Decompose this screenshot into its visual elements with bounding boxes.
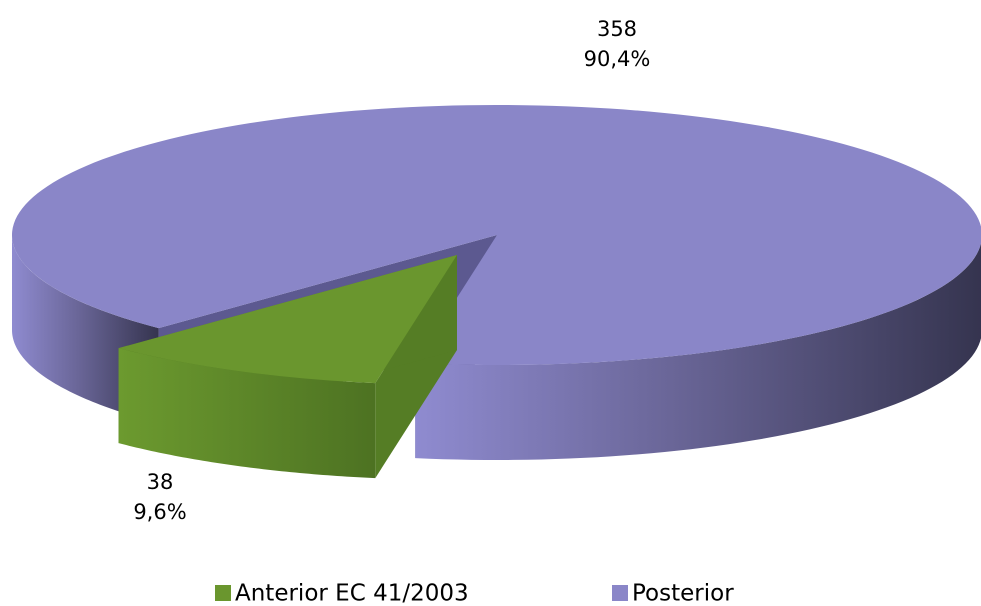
legend-swatch [612,585,628,601]
data-label: 38 [147,470,174,494]
legend-label: Anterior EC 41/2003 [235,581,469,606]
percent-label: 9,6% [133,500,186,524]
slice [12,104,981,365]
data-label: 358 [597,17,637,41]
percent-label: 90,4% [584,47,651,71]
slice-side [118,348,376,479]
legend-label: Posterior [632,581,734,606]
legend-swatch [215,585,231,601]
slice-side [415,243,981,460]
slice [118,255,458,384]
